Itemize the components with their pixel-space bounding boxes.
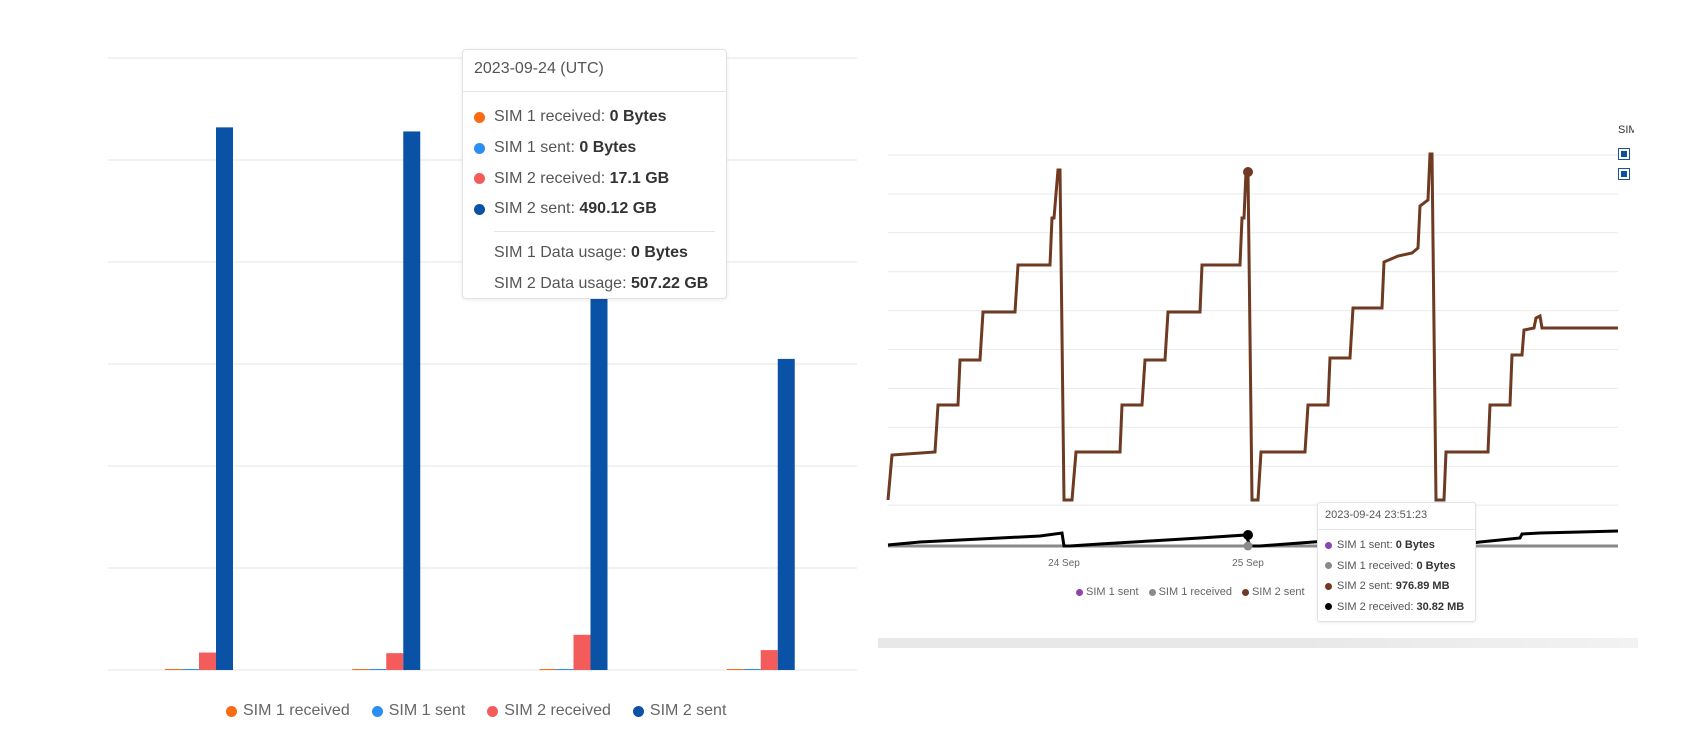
tooltip-label: SIM 2 sent: [494,200,575,218]
legend-label: SIM 1 sent [388,702,466,719]
bar [182,669,199,670]
bar [199,652,216,670]
legend-label: SIM 1 received [243,702,350,719]
tooltip-label: SIM 2 received: [1337,600,1414,613]
side-legend-title: SIM [1618,124,1634,136]
tooltip-dot [1325,582,1332,590]
hover-marker-sim2-received [1243,530,1253,540]
legend-item-sim1-received[interactable]: SIM 1 received [226,700,350,722]
bar-chart-tooltip: 2023-09-24 (UTC) SIM 1 received: 0 Bytes… [462,49,727,299]
tooltip-row: SIM 1 received: 0 Bytes [463,102,726,133]
legend-dot [371,705,383,717]
bar [760,650,778,670]
tooltip-date: 2023-09-24 (UTC) [463,50,726,92]
bar [726,669,744,670]
legend-dot [487,705,499,717]
legend-label: SIM 2 sent [1251,586,1305,598]
bar [352,669,370,670]
tooltip-dot [474,173,485,185]
tooltip-label: SIM 2 received: [494,169,606,187]
legend-item-sim2-sent[interactable]: SIM 2 sent [632,700,727,722]
legend-label: SIM 1 sent [1086,586,1139,598]
legend-label: SIM 1 received [1158,586,1232,598]
tooltip-dot [1325,562,1332,570]
hover-marker-sim1-received [1243,541,1253,551]
tooltip-divider [494,230,715,232]
bar [556,669,574,670]
tooltip-value: 30.82 MB [1416,600,1465,613]
x-tick-label: 24 Sep [1048,558,1080,569]
tooltip-row: SIM 1 sent: 0 Bytes [463,133,726,164]
tooltip-dot [474,203,485,215]
checkbox-icon[interactable] [1618,168,1630,180]
tooltip-timestamp: 2023-09-24 23:51:23 [1318,503,1475,530]
bar [216,127,233,671]
tooltip-value: 0 Bytes [1395,539,1435,552]
legend-dot [1241,588,1249,596]
tooltip-dot [474,111,485,123]
legend-item-sim1-sent[interactable]: SIM 1 sent [1076,586,1139,598]
line-chart-tooltip: 2023-09-24 23:51:23 SIM 1 sent: 0 Bytes … [1317,502,1476,622]
tooltip-label: SIM 1 received: [1337,559,1414,572]
tooltip-value: 0 Bytes [1416,559,1456,572]
bar [573,634,591,670]
x-tick-label: 25 Sep [1232,558,1264,569]
tooltip-dot [1325,541,1332,549]
legend-label: SIM 2 received [504,702,611,719]
tooltip-dot [474,142,485,154]
tooltip-row: SIM 2 sent: 490.12 GB [463,194,726,225]
usage-value: 507.22 GB [630,275,709,293]
tooltip-value: 0 Bytes [579,139,637,157]
legend-item-sim2-received[interactable]: SIM 2 received [487,700,611,722]
tooltip-row: SIM 2 received: 30.82 MB [1318,597,1475,618]
horizontal-scrollbar[interactable] [878,638,1638,648]
usage-label: SIM 2 Data usage: [494,275,627,293]
tooltip-usage-sim2: SIM 2 Data usage: 507.22 GB [463,269,726,300]
legend-dot [1076,588,1083,596]
tooltip-value: 0 Bytes [609,108,667,126]
tooltip-label: SIM 1 sent: [494,139,575,157]
tooltip-label: SIM 2 sent: [1337,580,1393,593]
usage-value: 0 Bytes [630,244,688,262]
tooltip-row: SIM 1 received: 0 Bytes [1318,556,1475,577]
bar [369,669,387,670]
side-legend: SIM [1618,124,1634,180]
hover-marker-sim2-sent [1243,167,1253,177]
checkbox-icon[interactable] [1618,148,1630,160]
legend-label: SIM 2 sent [649,702,727,719]
series-line-sim2-sent [886,152,1618,502]
usage-line-chart: 24 Sep 25 Sep [886,152,1619,569]
tooltip-label: SIM 1 received: [494,108,606,126]
legend-item-sim1-received[interactable]: SIM 1 received [1148,586,1232,598]
tooltip-value: 17.1 GB [609,169,670,187]
tooltip-row: SIM 1 sent: 0 Bytes [1318,535,1475,556]
bar [743,669,761,670]
tooltip-value: 490.12 GB [579,200,657,218]
line-chart-legend: SIM 1 sent SIM 1 received SIM 2 sent [1076,586,1305,598]
bar [165,669,182,670]
bar [539,669,557,670]
legend-dot [226,705,237,717]
usage-label: SIM 1 Data usage: [494,244,627,262]
bar [777,358,795,670]
bar [386,653,404,670]
tooltip-dot [1325,603,1332,611]
bar [403,131,421,670]
bar-chart-legend: SIM 1 received SIM 1 sent SIM 2 received… [226,700,726,722]
tooltip-usage-sim1: SIM 1 Data usage: 0 Bytes [463,238,726,269]
tooltip-label: SIM 1 sent: [1337,539,1393,552]
legend-dot [1148,588,1156,596]
tooltip-value: 976.89 MB [1395,580,1450,593]
legend-item-sim2-sent[interactable]: SIM 2 sent [1241,586,1305,598]
series-line-sim2-received [887,529,1619,548]
legend-dot [632,705,644,717]
tooltip-row: SIM 2 sent: 976.89 MB [1318,576,1475,597]
tooltip-row: SIM 2 received: 17.1 GB [463,163,726,194]
legend-item-sim1-sent[interactable]: SIM 1 sent [371,700,466,722]
